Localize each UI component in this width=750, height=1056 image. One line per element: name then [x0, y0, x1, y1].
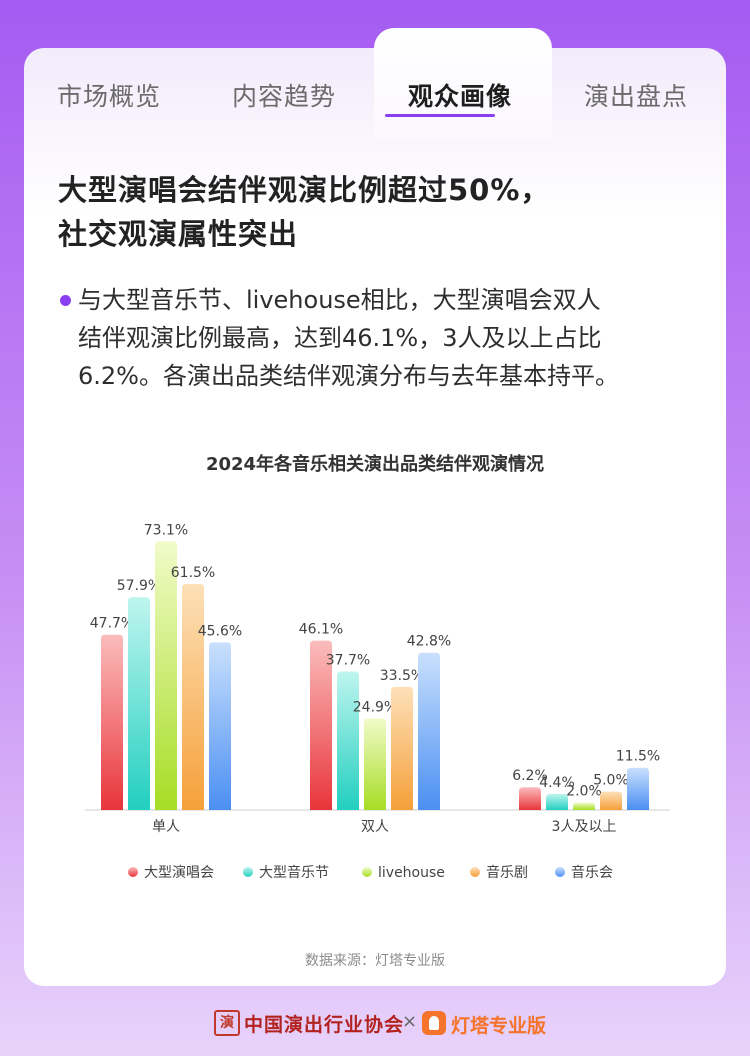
bar-2-3 — [600, 791, 622, 810]
headline-line-1: 大型演唱会结伴观演比例超过50%， — [58, 173, 551, 207]
legend-swatch-4 — [555, 867, 565, 877]
page-headline: 大型演唱会结伴观演比例超过50%， 社交观演属性突出 — [58, 168, 688, 256]
bar-1-1 — [337, 671, 359, 810]
data-label-1-3: 33.5% — [380, 668, 424, 684]
bar-1-3 — [391, 686, 413, 810]
bar-1-2 — [364, 718, 386, 810]
data-label-2-4: 11.5% — [616, 749, 660, 765]
summary-paragraph: 与大型音乐节、livehouse相比，大型演唱会双人 结伴观演比例最高，达到46… — [78, 281, 710, 395]
bullet-dot-icon — [60, 295, 71, 306]
data-label-2-2: 2.0% — [566, 784, 602, 800]
data-source-note: 数据来源：灯塔专业版 — [305, 953, 445, 969]
legend-swatch-2 — [362, 867, 372, 877]
category-label-2: 3人及以上 — [552, 819, 617, 835]
summary-line-1: 与大型音乐节、livehouse相比，大型演唱会双人 — [78, 286, 601, 314]
association-seal-icon: 演 — [214, 1010, 240, 1036]
data-label-0-0: 47.7% — [90, 616, 134, 632]
data-label-0-3: 61.5% — [171, 565, 215, 581]
summary-line-2: 结伴观演比例最高，达到46.1%，3人及以上占比 — [78, 324, 602, 352]
active-tab-background — [374, 28, 552, 138]
tab-show-review[interactable]: 演出盘点 — [584, 82, 689, 111]
category-label-1: 双人 — [361, 819, 389, 835]
bar-0-2 — [155, 541, 177, 810]
legend-label-3: 音乐剧 — [486, 864, 528, 881]
legend-label-0: 大型演唱会 — [144, 865, 214, 881]
bar-2-0 — [519, 787, 541, 810]
bar-0-0 — [101, 634, 123, 810]
data-label-1-4: 42.8% — [407, 634, 451, 650]
data-label-1-0: 46.1% — [299, 622, 343, 638]
tab-bar: 市场概览 内容趋势 观众画像 演出盘点 — [24, 48, 726, 138]
bar-0-4 — [209, 642, 231, 810]
headline-line-2: 社交观演属性突出 — [58, 217, 299, 251]
bar-2-2 — [573, 802, 595, 810]
tab-audience-profile[interactable]: 观众画像 — [408, 82, 513, 111]
bar-2-4 — [627, 767, 649, 810]
legend-swatch-1 — [243, 867, 253, 877]
tab-content-trends[interactable]: 内容趋势 — [232, 82, 337, 111]
partner-name: 灯塔专业版 — [451, 1015, 547, 1037]
bar-chart: 47.7% 57.9% 73.1% 61.5% 45.6% 单人 46.1% 37.7% 24.… — [85, 522, 670, 881]
active-tab-indicator — [385, 114, 495, 117]
data-label-2-0: 6.2% — [512, 768, 548, 784]
times-separator: × — [402, 1011, 418, 1032]
data-label-0-4: 45.6% — [198, 623, 242, 639]
content-card — [24, 48, 726, 986]
legend-swatch-3 — [470, 867, 480, 877]
legend-label-2: livehouse — [378, 865, 445, 881]
legend-label-4: 音乐会 — [571, 864, 613, 881]
bar-0-1 — [128, 597, 150, 810]
footer-logos: 演 中国演出行业协会 × 灯塔专业版 — [0, 1008, 750, 1040]
data-label-0-2: 73.1% — [144, 522, 188, 538]
association-name: 中国演出行业协会 — [244, 1014, 405, 1036]
legend-swatch-0 — [128, 867, 138, 877]
data-label-2-1: 4.4% — [539, 775, 575, 791]
summary-line-3: 6.2%。各演出品类结伴观演分布与去年基本持平。 — [78, 362, 619, 390]
bar-0-3 — [182, 583, 204, 810]
bar-2-1 — [546, 793, 568, 810]
bar-1-0 — [310, 640, 332, 810]
category-label-0: 单人 — [152, 819, 180, 835]
data-label-1-1: 37.7% — [326, 652, 370, 668]
dengta-logo-icon — [422, 1011, 446, 1035]
data-label-0-1: 57.9% — [117, 578, 161, 594]
data-label-1-2: 24.9% — [353, 699, 397, 715]
tab-market-overview[interactable]: 市场概览 — [57, 82, 162, 111]
legend-label-1: 大型音乐节 — [259, 864, 329, 881]
data-label-2-3: 5.0% — [593, 773, 629, 789]
bar-1-4 — [418, 652, 440, 810]
chart-title: 2024年各音乐相关演出品类结伴观演情况 — [205, 454, 545, 475]
